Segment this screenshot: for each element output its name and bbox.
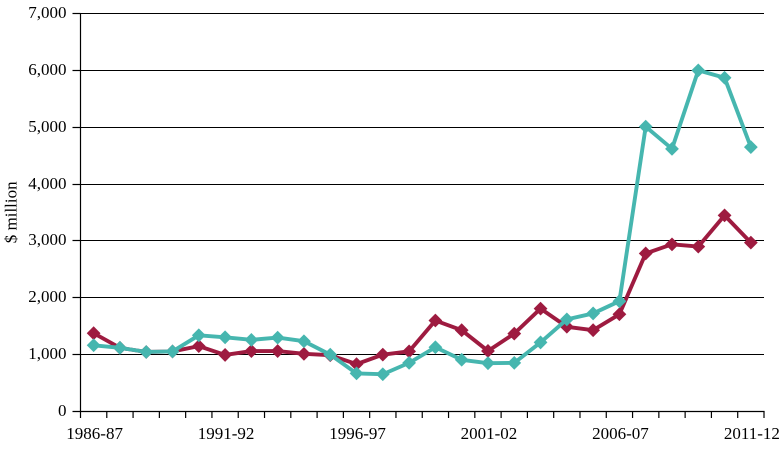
svg-text:7,000: 7,000 — [28, 3, 66, 22]
svg-text:5,000: 5,000 — [28, 117, 66, 136]
svg-text:2001-02: 2001-02 — [461, 424, 518, 443]
svg-text:3,000: 3,000 — [28, 230, 66, 249]
svg-text:1986-87: 1986-87 — [66, 424, 123, 443]
svg-text:1991-92: 1991-92 — [198, 424, 255, 443]
svg-text:2011-12: 2011-12 — [724, 424, 780, 443]
svg-text:4,000: 4,000 — [28, 174, 66, 193]
svg-text:1,000: 1,000 — [28, 344, 66, 363]
svg-text:6,000: 6,000 — [28, 60, 66, 79]
svg-text:1996-97: 1996-97 — [329, 424, 386, 443]
svg-text:2,000: 2,000 — [28, 287, 66, 306]
svg-text:$ million: $ million — [2, 181, 21, 243]
svg-text:0: 0 — [58, 401, 67, 420]
svg-text:2006-07: 2006-07 — [592, 424, 649, 443]
